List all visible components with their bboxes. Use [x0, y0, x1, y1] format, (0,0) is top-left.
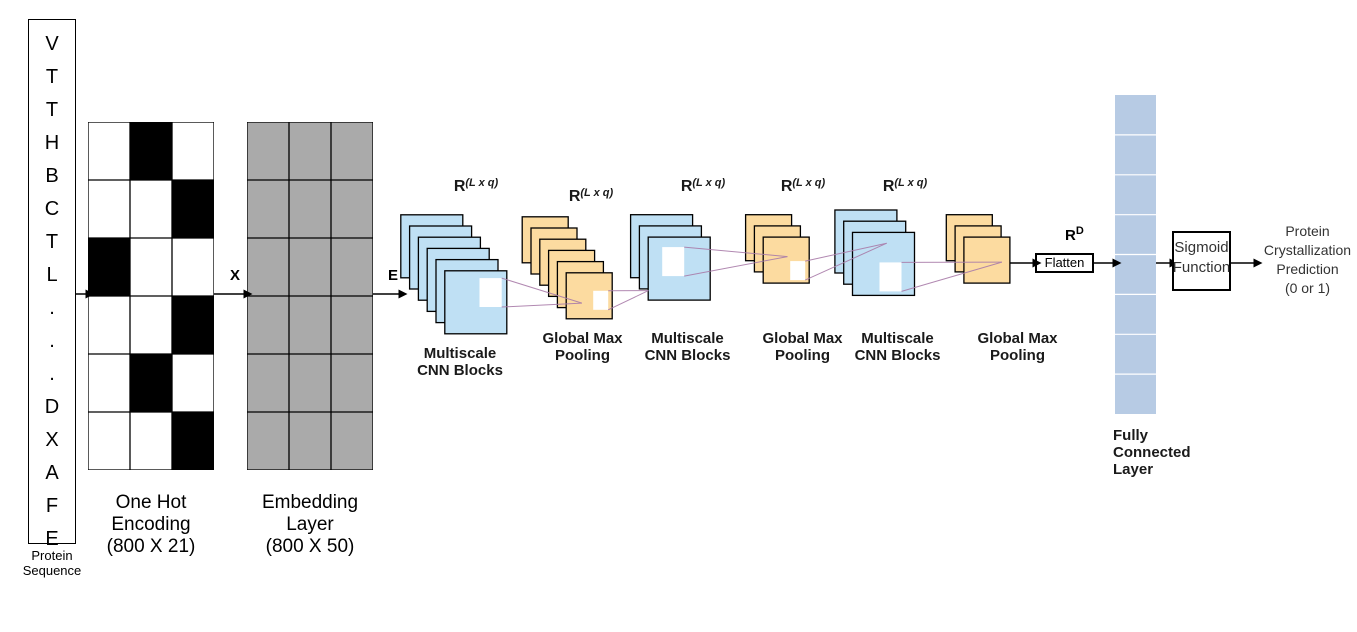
svg-text:RD: RD: [1065, 225, 1084, 244]
